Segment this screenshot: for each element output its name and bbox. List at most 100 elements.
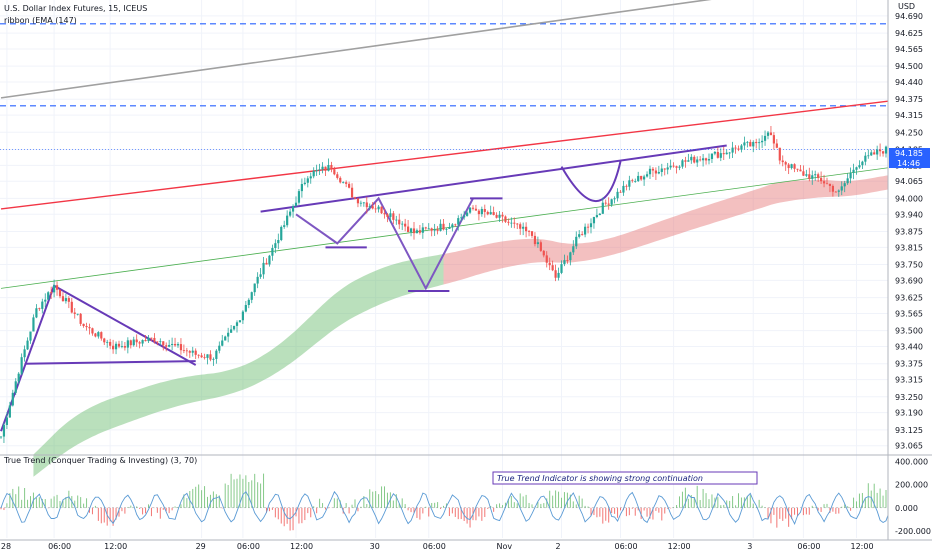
x-tick-label: Nov	[497, 542, 513, 550]
candle-body	[634, 181, 637, 182]
candle-body	[867, 155, 870, 157]
candle-body	[345, 182, 348, 184]
candle-body	[200, 355, 203, 358]
candle-body	[256, 276, 259, 284]
candle-body	[495, 214, 498, 218]
candle-body	[20, 357, 23, 374]
candle-body	[837, 190, 840, 192]
candle-body	[522, 226, 525, 229]
candle-body	[85, 326, 88, 328]
oscillator-title: True Trend (Conquer Trading & Investing)…	[3, 456, 197, 465]
x-tick-label: 06:00	[423, 542, 446, 550]
candle-body	[507, 221, 510, 223]
trendline-red	[0, 97, 916, 210]
grid	[0, 0, 888, 538]
candle-body	[527, 231, 531, 232]
candle-body	[843, 183, 846, 187]
candle-body	[504, 216, 507, 222]
candle-body	[368, 206, 371, 208]
candle-body	[418, 230, 421, 233]
candle-body	[327, 165, 330, 171]
candle-body	[230, 329, 233, 333]
candle-body	[421, 227, 424, 233]
candle-body	[58, 289, 62, 297]
candle-body	[704, 158, 708, 161]
candle-body	[852, 169, 855, 173]
candle-body	[699, 159, 702, 161]
y-tick-label: 93.690	[895, 276, 923, 285]
osc-tick-label: 0.000	[895, 504, 918, 513]
candle-body	[808, 174, 811, 179]
candle-body	[598, 213, 601, 216]
y-tick-label: 94.565	[895, 45, 923, 54]
y-tick-label: 93.565	[895, 309, 923, 318]
candle-body	[710, 153, 714, 160]
candle-body	[112, 345, 115, 350]
x-tick-label: 3	[747, 542, 752, 550]
ema-ribbon-band	[443, 174, 895, 285]
candle-body	[560, 264, 563, 273]
candle-body	[283, 225, 286, 227]
candle-body	[778, 147, 781, 161]
candle-body	[194, 350, 197, 355]
candle-body	[8, 405, 11, 418]
y-tick-label: 94.315	[895, 111, 923, 120]
candle-body	[746, 141, 749, 143]
candle-body	[259, 274, 262, 277]
candle-body	[82, 323, 85, 327]
candle-body	[846, 178, 849, 184]
candle-body	[702, 158, 705, 161]
y-tick-label: 93.065	[895, 442, 923, 451]
candle-body	[681, 160, 684, 167]
candle-body	[286, 215, 289, 226]
candle-body	[498, 214, 501, 218]
candle-body	[707, 159, 711, 161]
candle-body	[772, 135, 775, 144]
candle-body	[817, 174, 820, 179]
currency-label: USD	[898, 2, 915, 11]
candle-body	[374, 208, 377, 210]
candle-body	[268, 255, 271, 265]
candle-body	[247, 299, 250, 306]
candle-body	[141, 340, 144, 344]
candle-body	[197, 354, 200, 356]
candle-body	[640, 175, 643, 180]
candle-body	[480, 208, 483, 215]
candle-body	[144, 340, 147, 342]
candle-body	[232, 325, 236, 330]
candle-body	[589, 223, 593, 228]
candle-body	[227, 332, 230, 337]
candle-body	[218, 345, 221, 351]
candle-body	[318, 169, 321, 171]
candle-body	[492, 212, 495, 215]
candle-body	[610, 199, 613, 205]
candle-body	[734, 147, 737, 149]
candle-body	[643, 176, 646, 180]
candle-body	[171, 343, 174, 345]
candle-body	[244, 305, 247, 312]
candle-body	[203, 357, 206, 359]
candle-body	[684, 160, 687, 162]
candle-body	[114, 343, 118, 350]
candle-body	[460, 217, 463, 219]
channel-line-grey	[0, 0, 712, 99]
candle-body	[834, 191, 837, 193]
y-tick-label: 93.940	[895, 210, 923, 219]
candle-body	[802, 171, 805, 176]
price-axis-bg	[888, 0, 932, 550]
osc-signal-line	[0, 490, 896, 526]
candle-body	[536, 242, 539, 245]
candle-body	[123, 346, 126, 348]
candle-body	[191, 350, 194, 353]
candle-body	[468, 207, 472, 213]
candle-body	[433, 229, 436, 231]
candle-body	[0, 436, 3, 438]
candle-body	[569, 252, 572, 261]
candle-body	[737, 148, 740, 150]
candle-body	[377, 206, 380, 210]
y-tick-label: 94.690	[895, 12, 923, 21]
candle-body	[879, 149, 882, 152]
countdown-badge	[889, 158, 930, 168]
candle-body	[5, 417, 8, 425]
